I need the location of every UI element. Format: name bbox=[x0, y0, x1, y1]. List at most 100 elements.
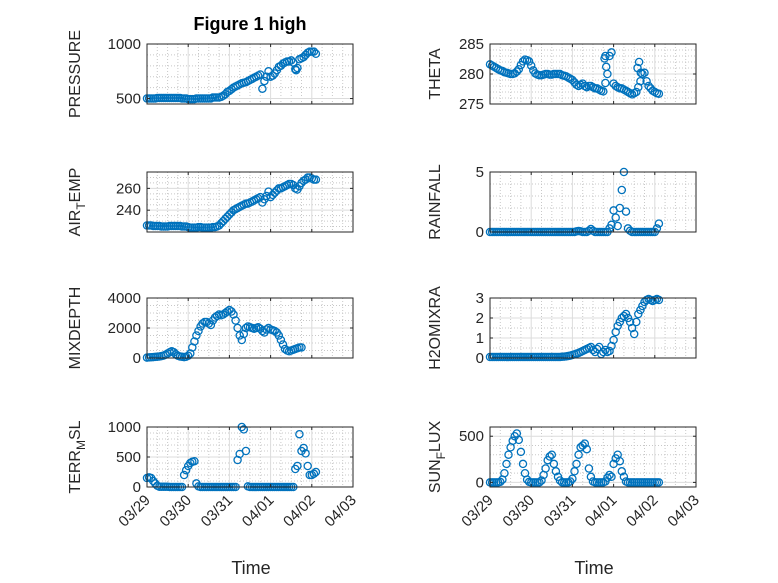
data-series bbox=[485, 294, 664, 362]
y-tick-label: 285 bbox=[459, 36, 484, 53]
data-point bbox=[274, 331, 284, 340]
data-point bbox=[268, 71, 277, 80]
data-point bbox=[580, 439, 590, 448]
data-point bbox=[632, 87, 641, 97]
axes-6: 0 1 2 3 H2OMIXRA bbox=[427, 286, 697, 370]
y-tick-label: 1 bbox=[476, 330, 484, 347]
y-axis-label: AIRTEMP bbox=[67, 168, 88, 237]
y-tick-label: 280 bbox=[459, 66, 484, 83]
y-tick-label: 4000 bbox=[108, 290, 141, 307]
data-point bbox=[613, 221, 622, 231]
data-point bbox=[654, 295, 664, 305]
data-point bbox=[601, 78, 610, 88]
data-point bbox=[504, 450, 513, 459]
data-point bbox=[512, 67, 522, 76]
y-tick-label: 500 bbox=[116, 449, 141, 466]
data-point bbox=[518, 459, 528, 469]
data-point bbox=[619, 311, 629, 321]
data-point bbox=[607, 220, 616, 230]
data-point bbox=[599, 87, 608, 96]
data-point bbox=[619, 472, 629, 482]
data-point bbox=[192, 331, 201, 340]
data-point bbox=[295, 429, 304, 439]
data-point bbox=[611, 213, 620, 222]
data-point bbox=[309, 47, 319, 56]
y-tick-label: 0 bbox=[476, 224, 484, 241]
data-point bbox=[568, 75, 577, 85]
data-series bbox=[142, 47, 321, 104]
data-point bbox=[654, 89, 664, 99]
data-point bbox=[301, 449, 310, 458]
data-point bbox=[148, 476, 158, 486]
data-point bbox=[609, 335, 618, 345]
y-tick-label: 500 bbox=[459, 428, 484, 445]
data-point bbox=[634, 57, 644, 67]
data-point bbox=[547, 450, 557, 459]
y-tick-label: 0 bbox=[476, 474, 484, 491]
data-point bbox=[584, 464, 594, 473]
data-point bbox=[233, 323, 242, 333]
data-point bbox=[206, 320, 216, 330]
data-point bbox=[311, 49, 321, 59]
y-tick-label: 2000 bbox=[108, 320, 141, 337]
data-point bbox=[549, 459, 559, 469]
data-point bbox=[615, 456, 625, 466]
data-point bbox=[303, 461, 312, 471]
data-point bbox=[278, 340, 288, 349]
data-point bbox=[642, 76, 651, 86]
data-point bbox=[179, 470, 189, 480]
axes-frame bbox=[489, 171, 697, 233]
data-point bbox=[640, 68, 649, 78]
y-axis-label: H2OMIXRA bbox=[427, 286, 444, 370]
data-point bbox=[607, 472, 616, 482]
data-point bbox=[256, 192, 265, 202]
data-point bbox=[638, 301, 647, 311]
figure-title: Figure 1 high bbox=[193, 14, 306, 34]
data-point bbox=[621, 309, 631, 319]
data-series bbox=[485, 48, 664, 99]
data-point bbox=[524, 57, 534, 66]
data-point bbox=[260, 76, 269, 86]
data-point bbox=[584, 226, 594, 236]
data-point bbox=[262, 191, 271, 201]
data-point bbox=[629, 329, 639, 339]
data-point bbox=[601, 62, 611, 72]
x-axis-label-left: Time bbox=[231, 558, 270, 578]
data-point bbox=[241, 446, 251, 456]
y-axis-label: PRESSURE bbox=[67, 30, 84, 118]
data-point bbox=[601, 51, 610, 61]
data-point bbox=[574, 450, 583, 459]
axes-frame bbox=[489, 297, 697, 359]
data-point bbox=[582, 444, 592, 454]
data-point bbox=[194, 326, 203, 336]
data-point bbox=[636, 305, 645, 315]
data-point bbox=[241, 323, 251, 333]
y-axis-label: RAINFALL bbox=[427, 164, 444, 240]
data-point bbox=[276, 335, 286, 345]
data-point bbox=[309, 469, 319, 479]
data-point bbox=[545, 452, 554, 461]
data-point bbox=[644, 81, 653, 91]
data-point bbox=[262, 325, 271, 334]
data-point bbox=[258, 84, 267, 93]
y-axis-label: THETA bbox=[427, 48, 444, 100]
y-tick-label: 0 bbox=[133, 479, 141, 496]
data-point bbox=[632, 317, 641, 327]
axes-frame bbox=[146, 171, 354, 233]
data-point bbox=[293, 63, 302, 73]
axes-1: 500 1000 PRESSURE Figure 1 high bbox=[67, 14, 354, 118]
data-point bbox=[508, 436, 517, 446]
data-point bbox=[500, 468, 509, 478]
axes-frame bbox=[146, 43, 354, 105]
y-axis-label: MIXDEPTH bbox=[67, 287, 84, 370]
y-tick-label: 2 bbox=[476, 310, 484, 327]
data-point bbox=[572, 459, 581, 469]
data-point bbox=[223, 212, 232, 221]
data-point bbox=[617, 185, 627, 195]
data-point bbox=[502, 459, 511, 469]
axes-frame bbox=[489, 426, 697, 488]
data-point bbox=[198, 319, 207, 328]
y-tick-label: 275 bbox=[459, 96, 484, 113]
data-point bbox=[605, 470, 614, 480]
